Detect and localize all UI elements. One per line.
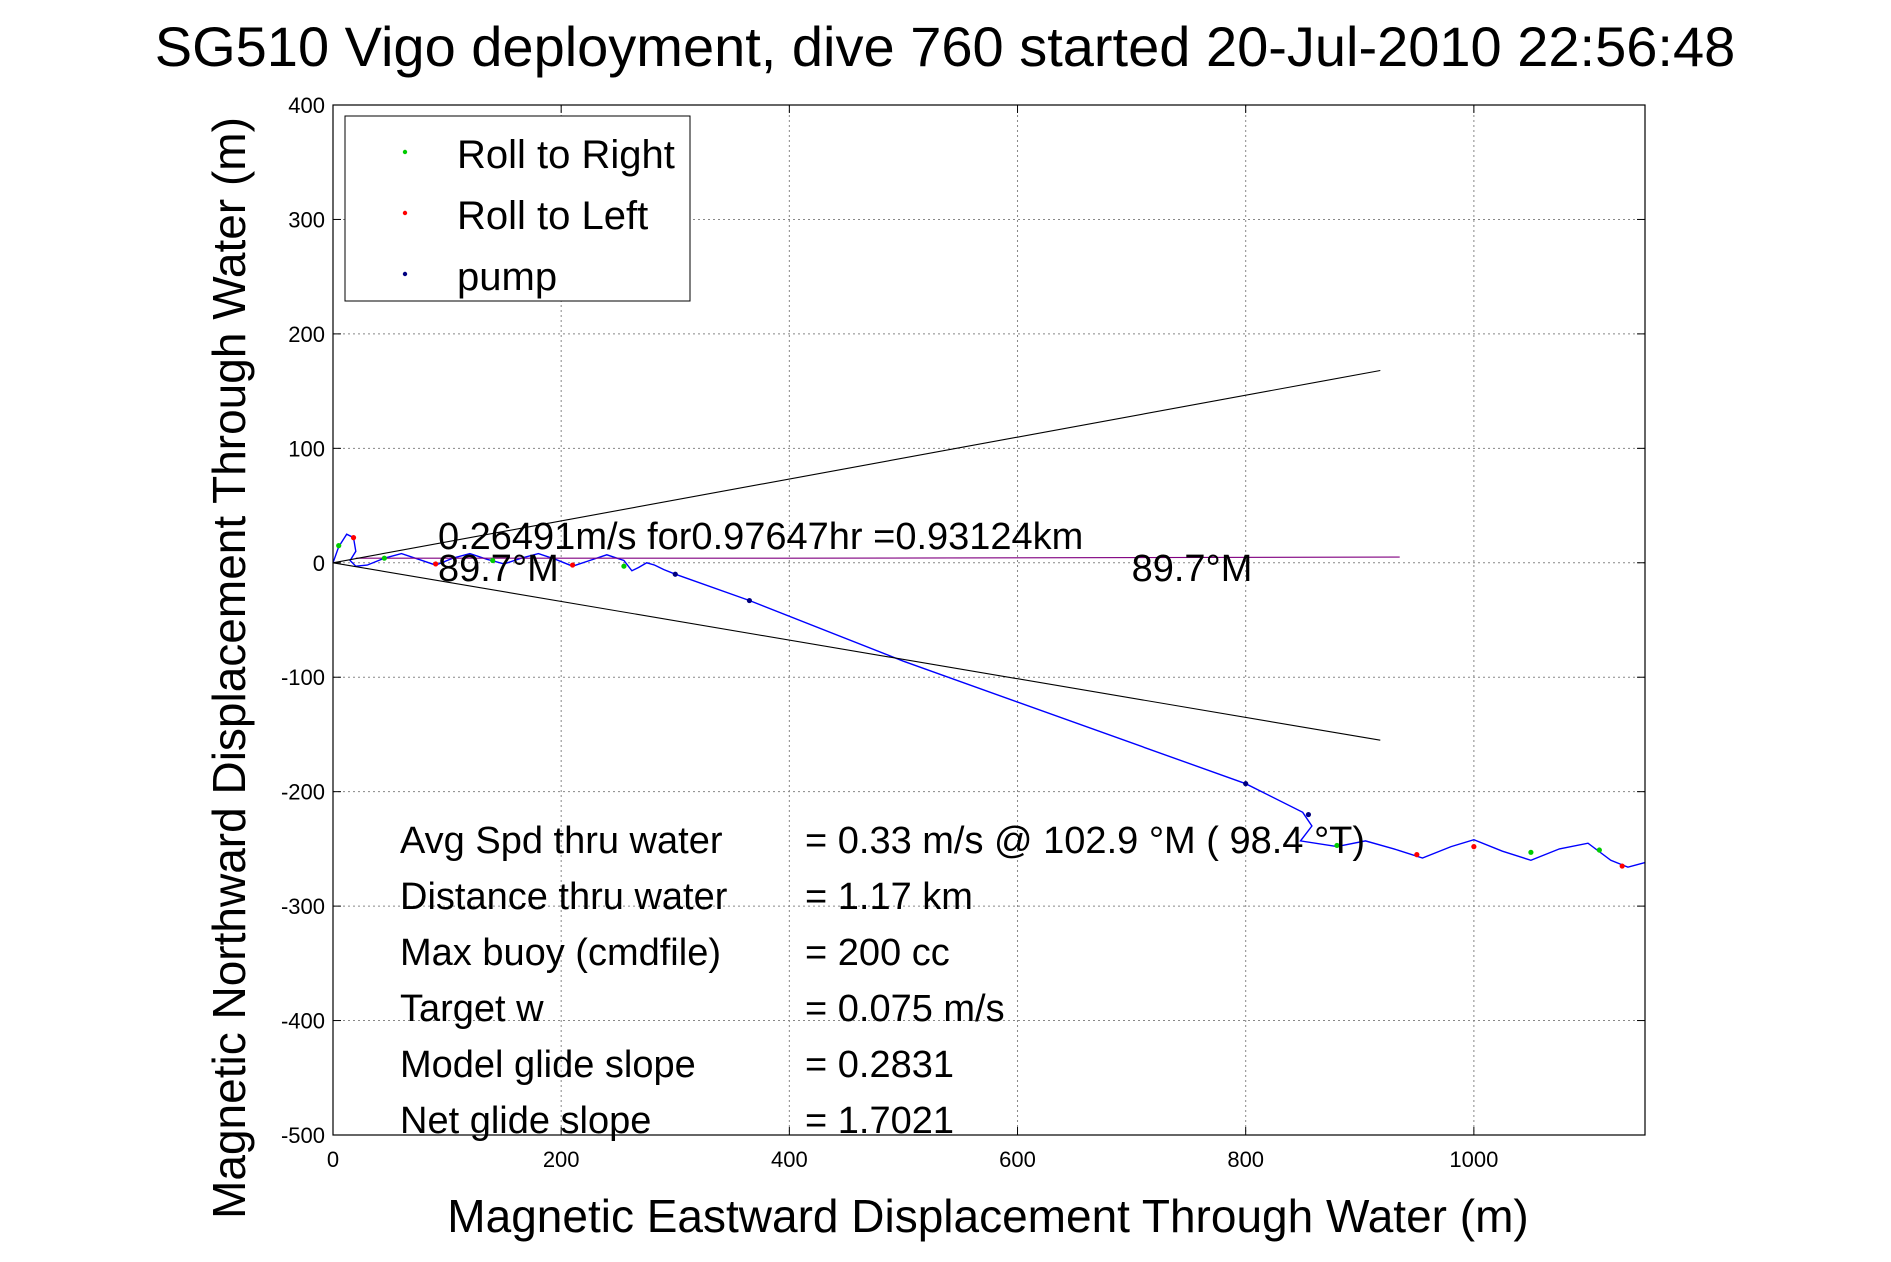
y-tick-label: -400	[281, 1009, 325, 1034]
tick-layer: 0 200 400 600 800 10004003002001000-100-200-3…	[281, 93, 1645, 1172]
markers-navy-point	[746, 597, 753, 604]
stat-value: = 1.17 km	[805, 876, 973, 918]
axes-box	[332, 104, 1646, 1136]
stat-value: = 0.2831	[805, 1044, 954, 1086]
marker-layer	[336, 535, 1625, 869]
markers-green-point	[1596, 847, 1602, 853]
y-tick-label: 0	[313, 551, 325, 576]
stat-label: Model glide slope	[400, 1044, 696, 1086]
legend-marker	[402, 210, 408, 216]
markers-green-point	[1528, 849, 1534, 855]
y-tick-label: -100	[281, 665, 325, 690]
y-tick-label: -300	[281, 894, 325, 919]
series-line-1	[355, 556, 1400, 559]
x-tick-label: 600	[999, 1147, 1036, 1172]
series-line-0	[332, 533, 1646, 868]
x-tick-label: 800	[1227, 1147, 1264, 1172]
markers-red-point	[350, 535, 357, 541]
stats-block: Avg Spd thru water = 0.33 m/s @ 102.9 °M …	[400, 820, 1365, 1142]
legend-label: pump	[457, 255, 557, 299]
series-line-3	[332, 562, 1381, 741]
markers-red-point	[569, 562, 576, 568]
y-tick-label: 400	[288, 93, 325, 118]
annotation-layer: 0.26491m/s for0.97647hr =0.93124km89.7°M…	[438, 516, 1252, 590]
chart-title: SG510 Vigo deployment, dive 760 started …	[155, 15, 1736, 78]
markers-green-point	[490, 557, 496, 564]
legend-box	[344, 115, 691, 302]
series-layer	[332, 369, 1646, 868]
markers-green-point	[1334, 842, 1340, 849]
stat-value: = 1.7021	[805, 1100, 954, 1142]
markers-red-point	[1414, 852, 1420, 858]
markers-green-point	[381, 555, 387, 561]
stat-label: Target w	[400, 988, 544, 1030]
stat-label: Distance thru water	[400, 876, 728, 918]
x-tick-label: 0	[327, 1147, 339, 1172]
x-axis-label: Magnetic Eastward Displacement Through W…	[447, 1190, 1528, 1242]
markers-navy-point	[1305, 811, 1312, 818]
markers-red-point	[1471, 844, 1477, 850]
y-tick-label: 100	[288, 436, 325, 461]
x-tick-label: 200	[543, 1147, 580, 1172]
annotation-text: 89.7°M	[438, 548, 559, 590]
markers-navy-point	[672, 571, 678, 577]
markers-navy-point	[1243, 781, 1249, 787]
markers-green-point	[336, 543, 342, 549]
legend: Roll to Right Roll to Left pump	[344, 115, 691, 302]
series-line-2	[332, 369, 1381, 564]
stat-value: = 200 cc	[805, 932, 950, 974]
y-tick-label: -500	[281, 1123, 325, 1148]
y-tick-label: 300	[288, 207, 325, 232]
x-tick-label: 400	[771, 1147, 808, 1172]
stat-label: Max buoy (cmdfile)	[400, 932, 721, 974]
stat-label: Avg Spd thru water	[400, 820, 723, 862]
annotation-text: 89.7°M	[1132, 548, 1253, 590]
y-tick-label: -200	[281, 780, 325, 805]
annotation-text: 0.26491m/s for0.97647hr =0.93124km	[438, 516, 1083, 558]
markers-green-point	[621, 563, 627, 569]
stat-label: Net glide slope	[400, 1100, 651, 1142]
y-axis-label: Magnetic Northward Displacement Through …	[203, 117, 255, 1219]
markers-red-point	[433, 561, 439, 567]
legend-label: Roll to Right	[457, 133, 675, 177]
stat-value: = 0.075 m/s	[805, 988, 1005, 1030]
legend-label: Roll to Left	[457, 194, 648, 238]
markers-red-point	[1619, 863, 1625, 869]
stat-value: = 0.33 m/s @ 102.9 °M ( 98.4 °T)	[805, 820, 1365, 862]
y-tick-label: 200	[288, 322, 325, 347]
x-tick-label: 1000	[1449, 1147, 1498, 1172]
legend-marker	[402, 271, 408, 277]
legend-marker	[402, 149, 408, 155]
